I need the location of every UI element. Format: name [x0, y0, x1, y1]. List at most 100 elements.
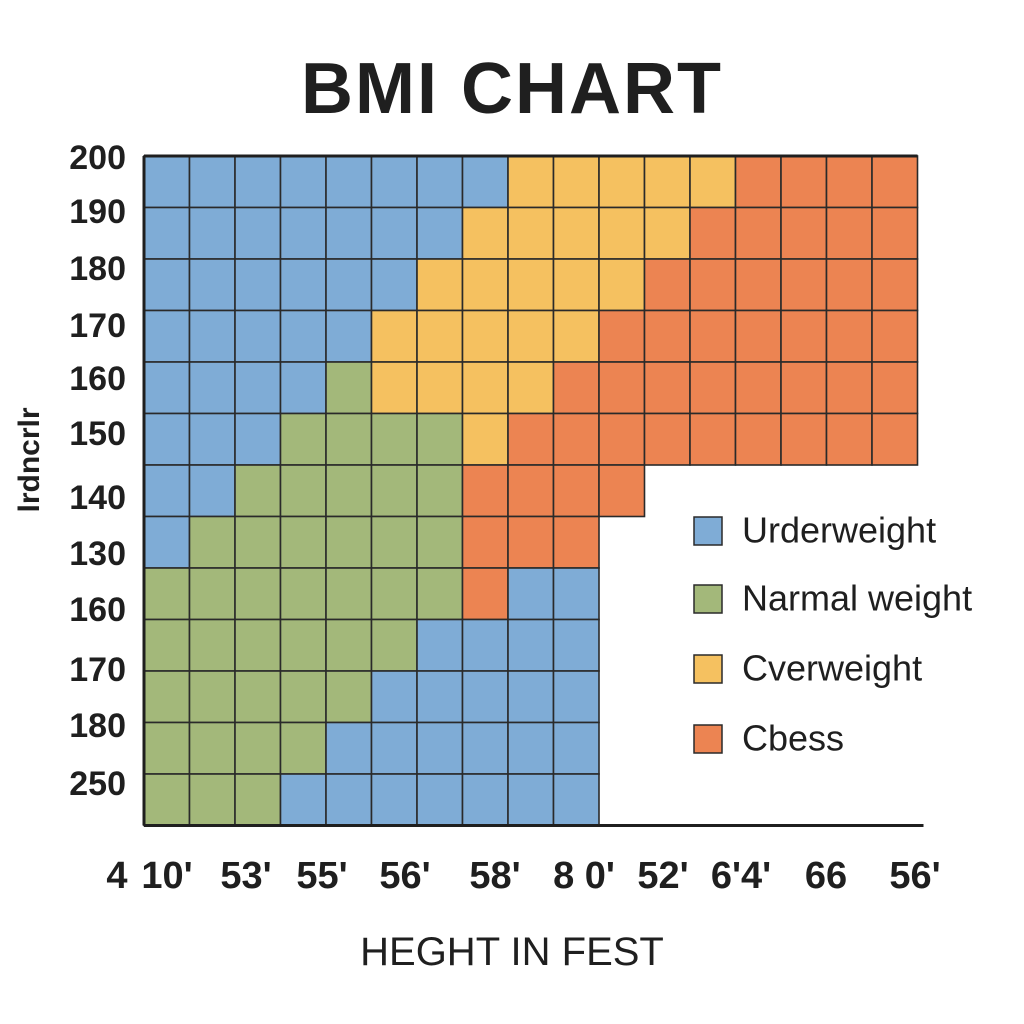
heatmap-cell [461, 361, 509, 415]
heatmap-cell [598, 412, 646, 466]
legend-swatch [693, 584, 723, 614]
heatmap-cell [871, 155, 919, 209]
heatmap-cell [507, 618, 555, 672]
heatmap-cell [143, 155, 191, 209]
heatmap-cell [416, 618, 464, 672]
x-tick-label: 58' [469, 855, 520, 897]
heatmap-cell [370, 206, 418, 260]
heatmap-cell [325, 567, 373, 621]
heatmap-cell [325, 670, 373, 724]
heatmap-cell [461, 155, 509, 209]
heatmap-cell [552, 721, 600, 775]
heatmap-cell [188, 361, 236, 415]
heatmap-cell [643, 412, 691, 466]
heatmap-cell [234, 206, 282, 260]
heatmap-cell [643, 361, 691, 415]
heatmap-cell [370, 155, 418, 209]
heatmap-cell [416, 155, 464, 209]
heatmap-cell [234, 464, 282, 518]
heatmap-cell [825, 412, 873, 466]
heatmap-cell [370, 567, 418, 621]
heatmap-cell [188, 670, 236, 724]
heatmap-cell [825, 258, 873, 312]
heatmap-cell [279, 361, 327, 415]
heatmap-cell [325, 464, 373, 518]
heatmap-cell [416, 206, 464, 260]
heatmap-cell [370, 721, 418, 775]
heatmap-cell [143, 567, 191, 621]
heatmap-cell [188, 721, 236, 775]
heatmap-cell [325, 618, 373, 672]
heatmap-cell [507, 361, 555, 415]
heatmap-cell [416, 361, 464, 415]
heatmap-cell [188, 567, 236, 621]
heatmap-cell [871, 361, 919, 415]
heatmap-cell [598, 464, 646, 518]
heatmap-cell [188, 515, 236, 569]
heatmap-cell [780, 361, 828, 415]
heatmap-cell [552, 464, 600, 518]
y-tick-labels: 200 190 180 170 160 150 140 130 160 170 180 250 [69, 139, 126, 803]
heatmap-cell [461, 412, 509, 466]
heatmap-cell [279, 155, 327, 209]
heatmap-cell [325, 361, 373, 415]
heatmap-cell [461, 670, 509, 724]
y-tick-label: 170 [69, 651, 126, 689]
heatmap-cell [871, 206, 919, 260]
heatmap-cell [279, 464, 327, 518]
heatmap-cell [143, 206, 191, 260]
heatmap-cell [143, 258, 191, 312]
y-tick-label: 200 [69, 139, 126, 177]
heatmap-cell [188, 773, 236, 827]
heatmap-cell [598, 361, 646, 415]
heatmap-cell [871, 309, 919, 363]
heatmap-cell [689, 258, 737, 312]
heatmap-cell [143, 721, 191, 775]
y-tick-label: 170 [69, 307, 126, 345]
heatmap-cell [507, 464, 555, 518]
heatmap-cell [325, 515, 373, 569]
x-tick-label: 66 [805, 855, 847, 897]
legend-swatch [693, 516, 723, 546]
heatmap-cell [734, 206, 782, 260]
heatmap-cell [143, 309, 191, 363]
heatmap-cell [507, 773, 555, 827]
heatmap-cell [780, 412, 828, 466]
heatmap-cell [825, 361, 873, 415]
x-tick-label: 53' [220, 855, 271, 897]
heatmap-cell [416, 464, 464, 518]
heatmap-cell [461, 773, 509, 827]
y-tick-label: 160 [69, 591, 126, 629]
x-tick-label: 8 0' [553, 855, 615, 897]
heatmap-cell [552, 361, 600, 415]
heatmap-cell [279, 721, 327, 775]
x-axis-label: HEGHT IN FEST [360, 930, 664, 974]
x-tick-label: 52' [637, 855, 688, 897]
heatmap-cell [325, 773, 373, 827]
heatmap-cell [780, 309, 828, 363]
heatmap-cell [598, 309, 646, 363]
heatmap-cell [279, 773, 327, 827]
heatmap-cell [416, 567, 464, 621]
x-tick-label: 6'4' [711, 855, 771, 897]
heatmap-cell [734, 412, 782, 466]
heatmap-cell [461, 618, 509, 672]
heatmap-cell [461, 515, 509, 569]
y-tick-label: 190 [69, 193, 126, 231]
heatmap-cell [234, 773, 282, 827]
heatmap-cell [461, 309, 509, 363]
y-tick-label: 180 [69, 250, 126, 288]
y-tick-label: 150 [69, 415, 126, 453]
chart-title: BMI CHART [301, 49, 723, 129]
heatmap-cell [279, 309, 327, 363]
heatmap-cell [552, 515, 600, 569]
heatmap-cell [416, 412, 464, 466]
heatmap-cell [461, 206, 509, 260]
heatmap-cell [370, 670, 418, 724]
heatmap-cell [279, 515, 327, 569]
heatmap-cell [461, 567, 509, 621]
x-tick-label: 10' [141, 855, 192, 897]
heatmap-cell [825, 309, 873, 363]
heatmap-cell [552, 258, 600, 312]
